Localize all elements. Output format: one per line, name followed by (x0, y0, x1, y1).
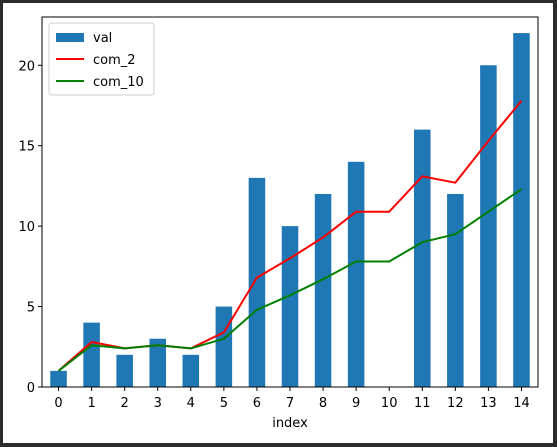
bar-val-3 (149, 338, 166, 387)
x-tick-label: 11 (414, 396, 431, 411)
x-tick-label: 8 (319, 396, 327, 411)
bar-val-13 (480, 65, 497, 387)
x-tick-label: 10 (381, 396, 398, 411)
x-tick-label: 4 (187, 396, 195, 411)
bar-val-7 (281, 226, 299, 387)
x-tick-label: 9 (352, 396, 360, 411)
bar-val-6 (248, 177, 266, 387)
x-tick-label: 14 (513, 396, 530, 411)
x-axis: 0 1 2 3 4 5 6 7 8 9 10 11 12 13 14 (54, 387, 530, 411)
y-tick-label: 5 (27, 301, 35, 316)
y-tick-label: 0 (27, 381, 35, 396)
legend-swatch-val (56, 33, 84, 42)
y-tick-label: 15 (18, 140, 35, 155)
bar-val-12 (447, 193, 464, 387)
x-tick-label: 5 (220, 396, 228, 411)
x-tick-label: 1 (87, 396, 95, 411)
x-tick-label: 3 (154, 396, 162, 411)
bar-val-1 (83, 322, 100, 387)
bar-val-14 (513, 33, 530, 388)
bar-series (50, 33, 530, 388)
bar-val-0 (50, 370, 67, 387)
x-tick-label: 6 (253, 396, 261, 411)
line-com_10 (57, 188, 523, 372)
x-axis-label: index (272, 416, 308, 431)
bar-val-8 (314, 193, 332, 387)
y-axis: 0 5 10 15 20 (18, 59, 42, 396)
y-tick-label: 20 (18, 59, 35, 74)
bar-val-11 (414, 129, 431, 387)
y-tick-label: 10 (18, 220, 35, 235)
x-tick-label: 0 (54, 396, 62, 411)
x-tick-label: 13 (480, 396, 497, 411)
line-series (57, 100, 523, 372)
bar-val-4 (182, 354, 200, 387)
bar-val-5 (215, 306, 233, 387)
x-tick-label: 7 (286, 396, 294, 411)
bar-val-9 (347, 161, 365, 387)
legend-label-com_10: com_10 (93, 75, 144, 90)
x-tick-label: 12 (447, 396, 464, 411)
bar-val-2 (116, 354, 133, 387)
x-tick-label: 2 (121, 396, 129, 411)
legend: val com_2 com_10 (48, 22, 155, 96)
legend-label-val: val (93, 31, 112, 46)
figure: 0 1 2 3 4 5 6 7 8 9 10 11 12 13 14 0 5 10 15 20 index val c… (3, 3, 553, 443)
legend-label-com_2: com_2 (93, 53, 136, 68)
